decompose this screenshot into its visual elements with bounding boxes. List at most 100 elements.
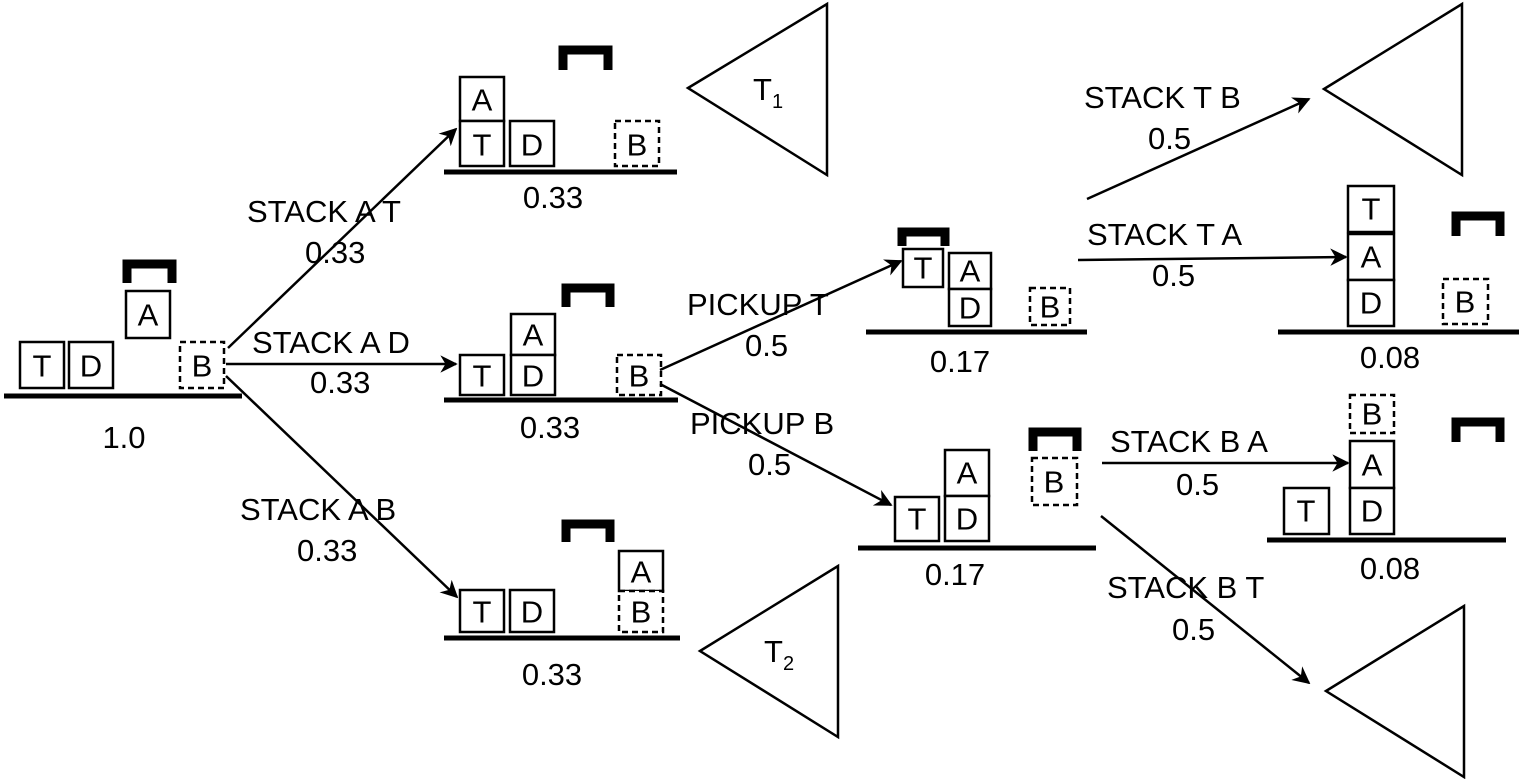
block-b-held-uncertain <box>1030 456 1079 507</box>
block-label: A <box>472 83 493 118</box>
edge-action-label: STACK B T <box>1107 570 1264 605</box>
block-label: B <box>627 128 648 163</box>
block-label: T <box>33 349 52 384</box>
block-label: D <box>80 349 102 384</box>
block-b-uncertain <box>613 119 661 168</box>
state-root: T D A B 1.0 <box>4 259 242 455</box>
block-b-uncertain <box>178 340 226 390</box>
block-a <box>124 289 172 340</box>
block-label: T <box>1297 494 1316 529</box>
block-label: B <box>1455 285 1476 320</box>
block-t <box>458 353 506 397</box>
block-d <box>1348 486 1396 536</box>
edge-arrow <box>1077 248 1348 266</box>
edge-probability-label: 0.5 <box>1152 258 1195 293</box>
block-t <box>458 588 506 634</box>
edge-arrow <box>227 127 458 349</box>
block-label: T <box>473 359 492 394</box>
block-t <box>458 119 506 168</box>
block-label: T <box>1362 192 1381 227</box>
subtree-t2: T2 <box>697 563 840 740</box>
block-a <box>509 312 557 357</box>
block-t <box>1346 184 1396 234</box>
edge-probability-label: 0.33 <box>297 533 357 568</box>
block-label: D <box>956 502 978 537</box>
block-label: T <box>914 251 933 286</box>
state-probability: 0.17 <box>930 344 990 379</box>
block-t-held <box>901 247 945 289</box>
block-label: B <box>629 359 650 394</box>
state-probability: 1.0 <box>102 420 145 455</box>
gripper-icon <box>122 259 177 283</box>
edge-action-label: STACK A D <box>252 325 410 360</box>
edge-probability-label: 0.5 <box>1176 467 1219 502</box>
block-label: T <box>473 595 492 630</box>
gripper-icon <box>1451 211 1505 236</box>
block-d <box>947 287 993 328</box>
edge-action-label: STACK A T <box>247 194 401 229</box>
edge-action-label: STACK B A <box>1110 424 1268 459</box>
block-label: D <box>1360 286 1382 321</box>
edge-arrow <box>225 375 459 599</box>
block-t <box>1282 486 1331 536</box>
block-label: D <box>521 128 543 163</box>
subtree-triangle-stack-t-b <box>1321 1 1464 178</box>
state-probability: 0.08 <box>1360 340 1420 375</box>
block-label: B <box>1044 465 1065 500</box>
block-b-uncertain <box>1028 286 1072 327</box>
block-d <box>509 353 557 397</box>
edge-probability-label: 0.33 <box>305 235 365 270</box>
edge-probability-label: 0.5 <box>745 328 788 363</box>
state-stack-a-d: T A D B 0.33 <box>444 283 678 445</box>
subtree-label: T1 <box>753 72 783 113</box>
block-b-uncertain <box>617 589 665 634</box>
block-label: D <box>959 291 981 326</box>
block-label: D <box>1361 494 1383 529</box>
gripper-icon <box>561 519 615 542</box>
block-label: B <box>192 349 213 384</box>
edge-arrow <box>659 259 903 372</box>
state-pickup-b: T A D B 0.17 <box>858 427 1096 592</box>
subtree-triangle <box>685 1 829 178</box>
edge-stack-a-d: STACK A D 0.33 <box>226 325 458 400</box>
state-stack-b-a: B A D T 0.08 <box>1267 393 1506 586</box>
edge-stack-b-t: STACK B T 0.5 <box>1100 515 1311 685</box>
edge-action-label: STACK A B <box>240 492 396 527</box>
subtree-triangle <box>697 563 840 740</box>
block-a <box>1346 232 1396 282</box>
edge-stack-a-t: STACK A T 0.33 <box>227 127 458 349</box>
subtree-triangle-stack-b-t <box>1323 603 1466 779</box>
block-label: T <box>473 128 492 163</box>
edge-stack-t-a: STACK T A 0.5 <box>1077 217 1348 293</box>
edge-arrow <box>1086 97 1311 201</box>
edge-stack-b-a: STACK B A 0.5 <box>1102 424 1350 502</box>
block-label: A <box>523 318 544 353</box>
edge-arrow <box>659 382 893 507</box>
edge-action-label: PICKUP B <box>690 406 834 441</box>
edge-probability-label: 0.5 <box>1148 121 1191 156</box>
edge-action-label: STACK T A <box>1087 217 1242 252</box>
block-b-uncertain <box>1348 393 1396 435</box>
edge-action-label: STACK T B <box>1084 80 1241 115</box>
block-label: A <box>1361 240 1382 275</box>
state-stack-t-a: T A D B 0.08 <box>1278 184 1519 375</box>
block-label: A <box>957 456 978 491</box>
edge-pickup-t: PICKUP T 0.5 <box>659 259 903 372</box>
block-d <box>1346 278 1396 328</box>
block-label: A <box>138 298 159 333</box>
state-probability: 0.17 <box>925 557 985 592</box>
gripper-icon <box>558 45 613 70</box>
gripper-icon <box>1028 427 1082 451</box>
block-label: B <box>631 595 652 630</box>
block-label: B <box>1040 290 1061 325</box>
state-pickup-t: T A D B 0.17 <box>866 227 1087 379</box>
subtree-label: T2 <box>764 634 794 675</box>
block-label: D <box>521 595 543 630</box>
block-label: D <box>522 359 544 394</box>
state-stack-a-b: T D A B 0.33 <box>444 519 680 692</box>
edge-probability-label: 0.33 <box>310 365 370 400</box>
state-probability: 0.33 <box>522 657 582 692</box>
block-a <box>617 549 665 593</box>
edge-probability-label: 0.5 <box>748 447 791 482</box>
